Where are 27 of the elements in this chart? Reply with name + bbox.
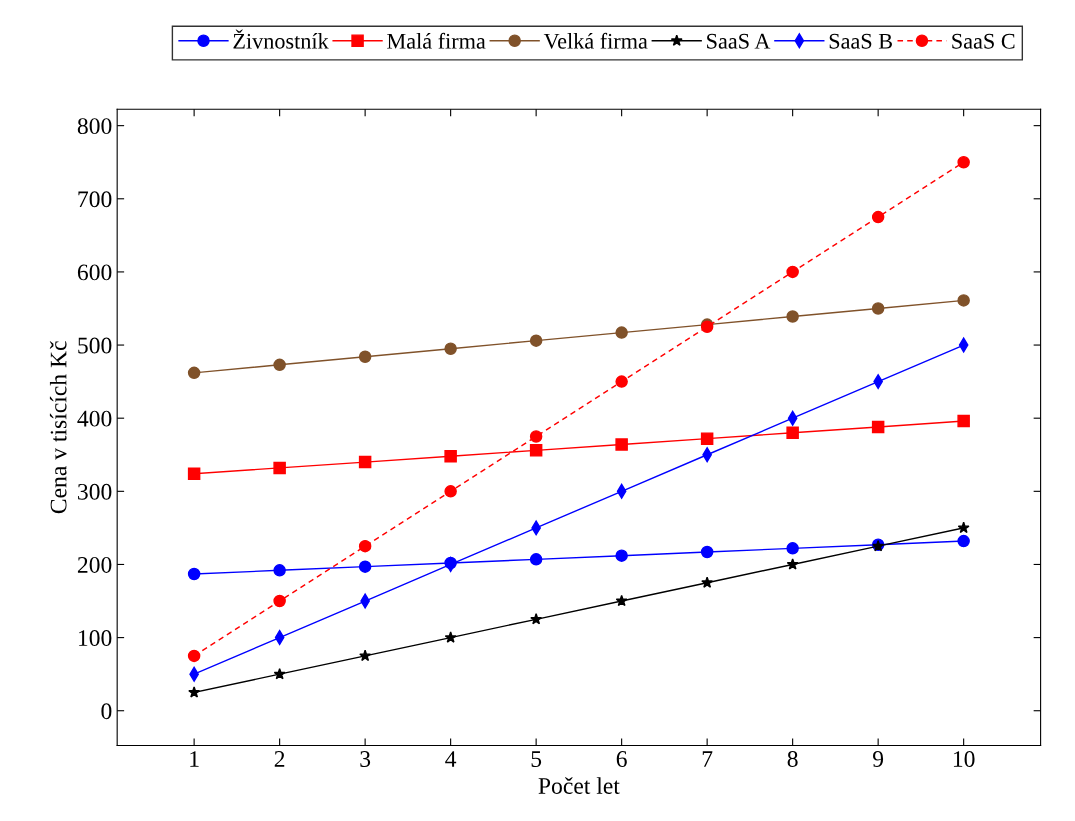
x-tick-label: 5: [531, 751, 542, 767]
legend-label: Malá firma: [387, 32, 486, 49]
x-tick-label: 7: [702, 751, 713, 767]
x-axis-title: Počet let: [538, 777, 620, 794]
x-tick-label: 2: [274, 751, 285, 767]
y-tick-label: 0: [101, 703, 112, 720]
y-tick-label: 800: [77, 118, 112, 135]
x-tick-label: 9: [873, 751, 884, 767]
legend-label: Živnostník: [233, 29, 329, 49]
x-tick-label: 10: [953, 751, 975, 767]
y-tick-label: 100: [78, 630, 112, 647]
legend-label: SaaS C: [952, 33, 1015, 49]
y-axis-title: Cena v tisících Kč: [49, 341, 67, 514]
x-tick-label: 6: [616, 751, 627, 767]
legend-label: Velká firma: [543, 32, 648, 49]
x-tick-label: 1: [190, 751, 199, 767]
y-tick-label: 400: [77, 410, 112, 427]
legend-label: SaaS A: [707, 33, 771, 49]
y-tick-label: 500: [78, 337, 112, 354]
y-tick-label: 700: [78, 191, 112, 208]
x-tick-label: 8: [787, 751, 798, 767]
x-tick-label: 3: [360, 751, 371, 767]
legend-label: SaaS B: [829, 33, 892, 49]
y-tick-label: 600: [77, 264, 112, 281]
y-tick-label: 300: [78, 483, 112, 500]
y-tick-label: 200: [77, 556, 112, 573]
x-tick-label: 4: [445, 751, 457, 767]
